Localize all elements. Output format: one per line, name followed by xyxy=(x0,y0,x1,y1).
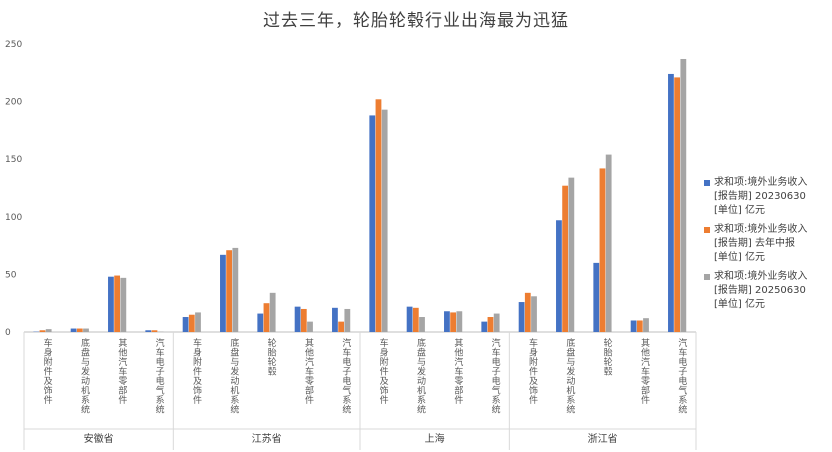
x-tick-label: 其他汽车零部件 xyxy=(303,338,314,405)
x-tick-label: 底盘与发动机系统 xyxy=(228,337,239,415)
bar xyxy=(481,321,488,332)
group-label: 浙江省 xyxy=(588,432,618,445)
group-label: 上海 xyxy=(425,432,445,445)
bar xyxy=(195,312,201,332)
bar xyxy=(518,302,525,332)
bar xyxy=(562,185,569,332)
bar xyxy=(674,77,681,332)
y-tick-label: 200 xyxy=(5,98,22,108)
bar xyxy=(232,247,239,332)
group-label: 江苏省 xyxy=(252,432,282,445)
legend-label: 求和项:境外业务收入 xyxy=(714,271,808,282)
legend-label: [单位] 亿元 xyxy=(714,252,765,263)
bar xyxy=(263,303,270,332)
bar xyxy=(76,328,83,332)
bar xyxy=(120,277,127,332)
bar xyxy=(524,292,531,332)
bar xyxy=(108,276,114,332)
x-tick-label: 车身附件及饰件 xyxy=(378,337,389,405)
group-label: 安徽省 xyxy=(84,432,114,445)
bar xyxy=(493,313,500,332)
bar xyxy=(344,308,351,332)
bar xyxy=(257,313,264,332)
legend-label: [单位] 亿元 xyxy=(714,205,765,216)
x-tick-label: 其他汽车零部件 xyxy=(116,338,127,405)
chart-title: 过去三年，轮胎轮毂行业出海最为迅猛 xyxy=(263,11,569,31)
x-tick-label: 其他汽车零部件 xyxy=(639,338,650,405)
y-tick-label: 150 xyxy=(5,155,22,165)
bar xyxy=(114,275,121,332)
bar xyxy=(83,328,89,332)
legend-swatch xyxy=(704,180,710,186)
legend-label: [单位] 亿元 xyxy=(714,299,765,310)
bar xyxy=(643,318,649,332)
x-tick-label: 汽车电子电气系统 xyxy=(340,337,351,415)
bar xyxy=(381,109,388,332)
bar xyxy=(456,311,463,332)
bar xyxy=(605,154,612,332)
bar xyxy=(556,220,562,332)
y-tick-label: 50 xyxy=(5,270,17,280)
bar xyxy=(444,311,450,332)
bar xyxy=(630,320,637,332)
bar xyxy=(45,329,52,332)
bar xyxy=(220,254,226,332)
bar xyxy=(369,115,376,332)
bar xyxy=(338,321,345,332)
bar xyxy=(188,314,195,332)
bar xyxy=(636,320,643,332)
x-tick-label: 轮胎轮毂 xyxy=(602,337,613,377)
x-tick-label: 汽车电子电气系统 xyxy=(676,337,687,415)
bar xyxy=(226,250,233,332)
bar xyxy=(300,308,307,332)
bar xyxy=(487,317,494,332)
x-tick-label: 底盘与发动机系统 xyxy=(564,337,575,415)
legend-item: 求和项:境外业务收入 [报告期] 20250630 [单位] 亿元 xyxy=(704,270,832,312)
y-tick-label: 250 xyxy=(5,40,22,50)
legend-label: [报告期] 20250630 xyxy=(714,285,806,296)
bar xyxy=(668,73,674,332)
bar xyxy=(294,306,301,332)
bar xyxy=(70,328,77,332)
bar xyxy=(145,330,152,332)
bar xyxy=(406,306,413,332)
bar xyxy=(419,317,425,332)
legend-label: 求和项:境外业务收入 xyxy=(714,224,808,235)
legend-item: 求和项:境外业务收入 [报告期] 去年中报 [单位] 亿元 xyxy=(704,223,832,265)
x-tick-label: 车身附件及饰件 xyxy=(191,337,202,405)
bar xyxy=(307,321,313,332)
x-tick-label: 汽车电子电气系统 xyxy=(154,337,165,415)
x-tick-label: 底盘与发动机系统 xyxy=(415,337,426,415)
x-tick-label: 其他汽车零部件 xyxy=(452,338,463,405)
legend-item: 求和项:境外业务收入 [报告期] 20230630 [单位] 亿元 xyxy=(704,176,832,218)
y-tick-label: 100 xyxy=(5,213,22,223)
bar xyxy=(332,307,338,332)
bar xyxy=(375,99,382,332)
bar xyxy=(39,330,46,332)
legend: 求和项:境外业务收入 [报告期] 20230630 [单位] 亿元 求和项:境外业务收… xyxy=(704,176,832,317)
x-tick-label: 车身附件及饰件 xyxy=(42,337,53,405)
legend-label: [报告期] 去年中报 xyxy=(714,238,795,249)
bar xyxy=(680,58,687,332)
bar xyxy=(151,330,158,332)
y-tick-label: 0 xyxy=(5,328,11,338)
x-tick-label: 轮胎轮毂 xyxy=(266,337,277,377)
bar xyxy=(450,312,457,332)
legend-swatch xyxy=(704,274,710,280)
bar xyxy=(568,177,575,332)
bar xyxy=(531,296,537,332)
legend-label: [报告期] 20230630 xyxy=(714,191,806,202)
bar-chart: 0 50 100 150 200 250 车身附件及饰件 底盘与发动机系统 其他汽车零部件 汽车电… xyxy=(5,40,697,450)
bar xyxy=(182,317,189,332)
bar xyxy=(412,307,419,332)
x-tick-label: 汽车电子电气系统 xyxy=(490,337,501,415)
bar xyxy=(269,292,276,332)
legend-label: 求和项:境外业务收入 xyxy=(714,177,808,188)
x-tick-label: 底盘与发动机系统 xyxy=(79,337,90,415)
bar xyxy=(593,262,600,332)
bar xyxy=(599,168,606,332)
legend-swatch xyxy=(704,227,710,233)
x-tick-label: 车身附件及饰件 xyxy=(527,337,538,405)
